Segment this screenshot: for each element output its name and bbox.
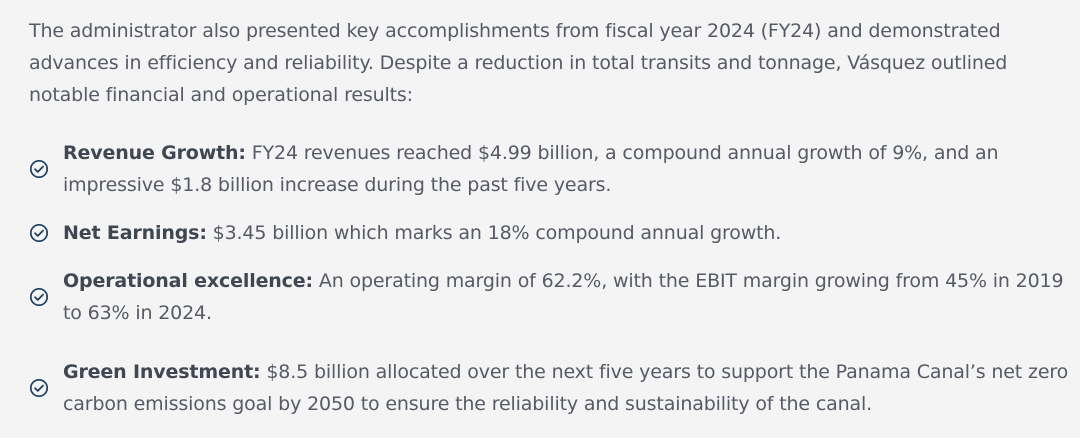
accomplishment-text: Green Investment: $8.5 billion allocated… [63,356,1069,420]
check-circle-icon [29,159,49,179]
accomplishment-title: Green Investment: [63,361,261,383]
accomplishment-title: Net Earnings: [63,222,207,244]
accomplishment-description: $8.5 billion allocated over the next fiv… [63,361,1069,415]
accomplishment-description: An operating margin of 62.2%, with the E… [63,270,1064,324]
accomplishment-text: Revenue Growth: FY24 revenues reached $4… [63,137,1069,201]
accomplishment-operational-excellence: Operational excellence: An operating mar… [29,265,1069,329]
accomplishment-net-earnings: Net Earnings: $3.45 billion which marks … [29,217,1069,249]
accomplishment-title: Operational excellence: [63,270,313,292]
check-circle-icon [29,223,49,243]
intro-paragraph: The administrator also presented key acc… [29,20,1008,106]
accomplishment-text: Net Earnings: $3.45 billion which marks … [63,217,781,249]
accomplishment-description: FY24 revenues reached $4.99 billion, a c… [63,142,999,196]
accomplishment-text: Operational excellence: An operating mar… [63,265,1069,329]
accomplishment-title: Revenue Growth: [63,142,246,164]
accomplishment-revenue-growth: Revenue Growth: FY24 revenues reached $4… [29,137,1069,201]
check-circle-icon [29,287,49,307]
accomplishment-description: $3.45 billion which marks an 18% compoun… [206,222,782,244]
accomplishment-green-investment: Green Investment: $8.5 billion allocated… [29,356,1069,420]
check-circle-icon [29,378,49,398]
